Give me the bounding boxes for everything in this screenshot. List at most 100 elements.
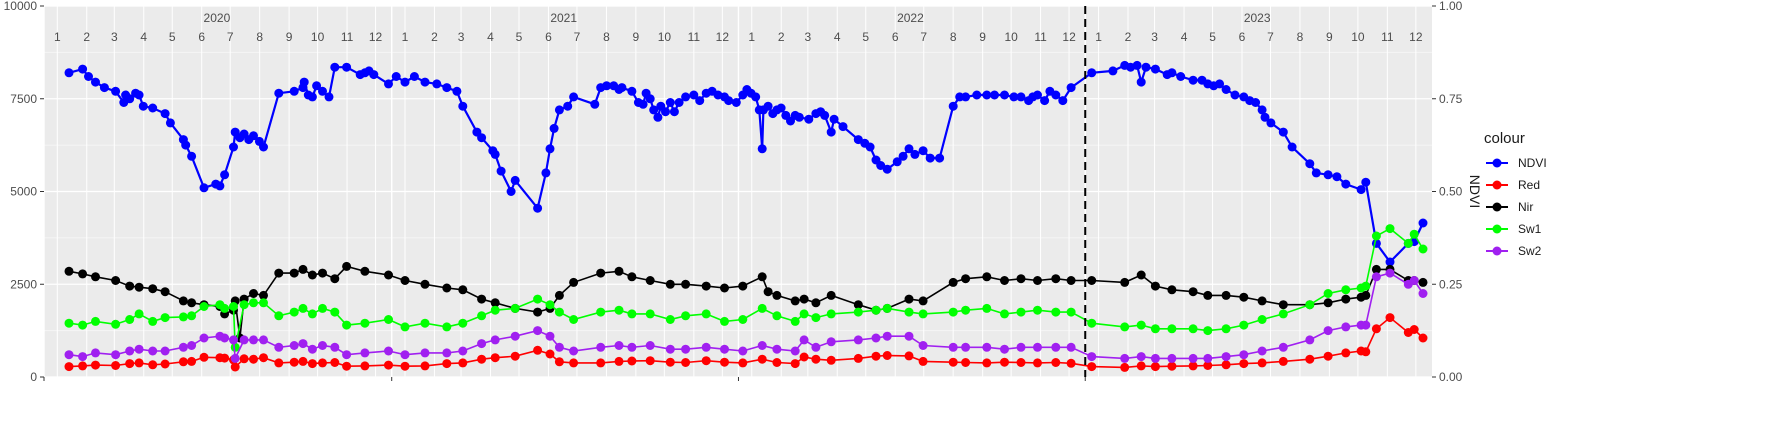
data-point: [318, 303, 327, 313]
data-point: [91, 360, 100, 370]
data-point: [384, 346, 393, 356]
data-point: [298, 339, 308, 349]
data-point: [134, 358, 144, 368]
data-point: [1251, 98, 1261, 107]
data-point: [199, 352, 209, 362]
legend-label: Red: [1518, 178, 1540, 192]
data-point: [477, 339, 487, 349]
data-point: [838, 122, 848, 132]
data-point: [961, 358, 971, 367]
data-point: [1418, 277, 1428, 287]
data-point: [274, 268, 284, 278]
data-point: [661, 107, 670, 117]
data-point: [638, 99, 648, 109]
data-point: [776, 103, 786, 113]
data-point: [1136, 361, 1146, 371]
data-point: [882, 351, 892, 360]
data-point: [318, 86, 327, 96]
data-point: [239, 354, 249, 364]
data-point: [1167, 324, 1177, 334]
data-point: [772, 344, 782, 354]
data-point: [187, 356, 197, 366]
data-point: [1371, 272, 1381, 282]
data-point: [1167, 353, 1177, 363]
legend-key-point: [1492, 180, 1502, 190]
data-point: [681, 311, 691, 321]
data-point: [452, 86, 462, 96]
data-point: [681, 358, 691, 367]
data-point: [91, 77, 100, 87]
data-point: [1120, 322, 1130, 332]
data-point: [701, 342, 711, 352]
data-point: [442, 348, 452, 358]
data-point: [1188, 75, 1198, 85]
data-point: [811, 313, 821, 323]
data-point: [948, 101, 958, 111]
data-point: [720, 316, 729, 326]
data-point: [148, 316, 158, 326]
data-point: [701, 356, 711, 366]
series-ndvi: [64, 60, 1428, 267]
data-point: [1150, 64, 1160, 74]
data-point: [982, 303, 992, 313]
data-point: [1033, 305, 1042, 315]
data-point: [360, 318, 370, 328]
data-point: [330, 358, 340, 367]
data-point: [763, 101, 773, 111]
data-point: [935, 153, 945, 163]
data-point: [160, 346, 170, 356]
month-label: 1: [1095, 30, 1102, 44]
month-label: 8: [603, 30, 610, 44]
data-point: [91, 316, 100, 326]
data-point: [1203, 353, 1213, 363]
data-point: [554, 342, 564, 352]
month-label: 9: [633, 30, 640, 44]
data-point: [1016, 307, 1026, 317]
data-point: [665, 279, 675, 289]
data-point: [545, 331, 555, 341]
data-point: [1188, 353, 1198, 363]
data-point: [1418, 333, 1428, 343]
data-point: [181, 140, 191, 150]
data-point: [533, 294, 543, 304]
month-label: 6: [545, 30, 552, 44]
data-point: [384, 79, 393, 89]
month-label: 9: [286, 30, 293, 44]
data-point: [724, 96, 734, 106]
legend-item-red: Red: [1486, 178, 1540, 192]
data-point: [420, 279, 430, 289]
data-point: [64, 318, 74, 328]
data-point: [596, 342, 606, 352]
data-point: [653, 112, 663, 122]
y2-tick-label: 0.00: [1439, 370, 1463, 384]
data-point: [330, 342, 340, 352]
data-point: [506, 187, 516, 196]
data-point: [904, 294, 914, 304]
legend-item-ndvi: NDVI: [1486, 156, 1547, 170]
data-point: [307, 92, 317, 102]
data-point: [1221, 85, 1231, 94]
data-point: [533, 345, 543, 355]
data-point: [649, 105, 659, 115]
data-point: [289, 86, 299, 96]
data-point: [1009, 92, 1019, 102]
data-point: [1087, 352, 1097, 362]
data-point: [490, 149, 500, 159]
data-point: [853, 335, 863, 345]
data-point: [400, 322, 410, 332]
data-point: [84, 72, 93, 81]
data-point: [64, 68, 74, 78]
month-label: 3: [458, 30, 465, 44]
data-point: [545, 300, 555, 310]
data-point: [312, 81, 322, 91]
data-point: [871, 351, 881, 361]
data-point: [853, 353, 863, 363]
data-point: [904, 351, 914, 361]
month-label: 12: [1062, 30, 1076, 44]
data-point: [1230, 90, 1240, 100]
data-point: [477, 311, 487, 321]
legend-label: Sw1: [1518, 222, 1542, 236]
data-point: [458, 285, 468, 295]
